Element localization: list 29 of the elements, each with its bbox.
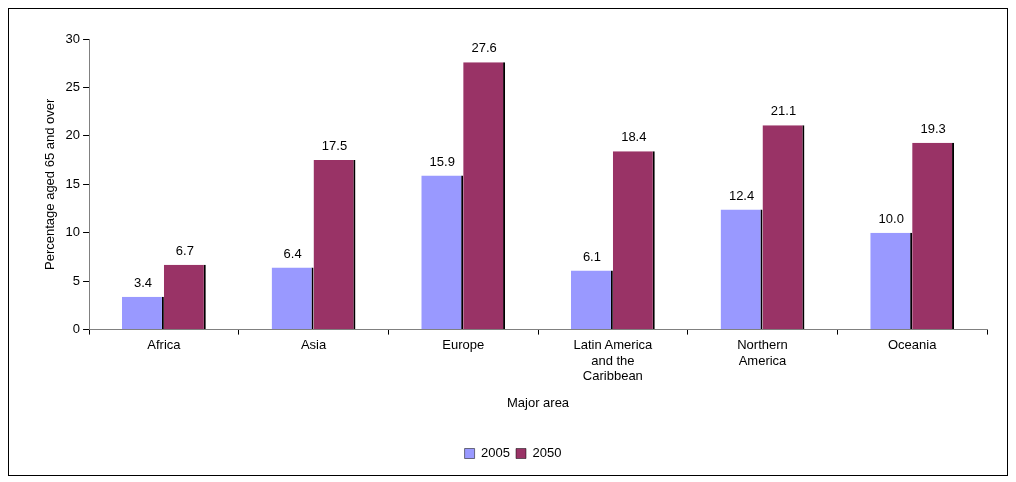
x-tick-label: Africa [147, 336, 182, 352]
data-label: 15.9 [429, 153, 455, 169]
data-label: 3.4 [133, 274, 152, 290]
legend-label: 2005 [481, 445, 510, 461]
x-tick-label: Northern America [737, 336, 788, 368]
x-tick-label: Asia [300, 336, 327, 352]
data-label: 18.4 [621, 129, 647, 145]
y-tick-label: 0 [72, 321, 81, 337]
data-label: 6.1 [582, 248, 601, 264]
x-tick-label: Europe [442, 336, 485, 352]
y-tick-label: 30 [65, 30, 81, 46]
data-label: 17.5 [321, 138, 348, 154]
y-tick-label: 15 [65, 175, 81, 191]
data-label: 6.4 [283, 245, 302, 261]
data-label: 6.7 [175, 242, 194, 258]
legend-label: 2050 [532, 445, 562, 461]
y-axis-title: Percentage aged 65 and over [42, 97, 58, 270]
data-label: 12.4 [728, 187, 755, 203]
data-label: 10.0 [878, 210, 904, 226]
data-label: 21.1 [770, 103, 797, 119]
y-tick-label: 25 [65, 79, 81, 95]
x-tick-label: Latin America and the Caribbean [573, 336, 654, 384]
y-tick-label: 20 [65, 127, 81, 143]
y-tick-label: 10 [65, 224, 81, 240]
y-tick-label: 5 [72, 272, 81, 288]
x-axis-title: Major area [506, 394, 570, 410]
x-tick-label: Oceania [887, 336, 938, 352]
data-label: 19.3 [920, 120, 946, 136]
data-label: 27.6 [471, 40, 497, 56]
